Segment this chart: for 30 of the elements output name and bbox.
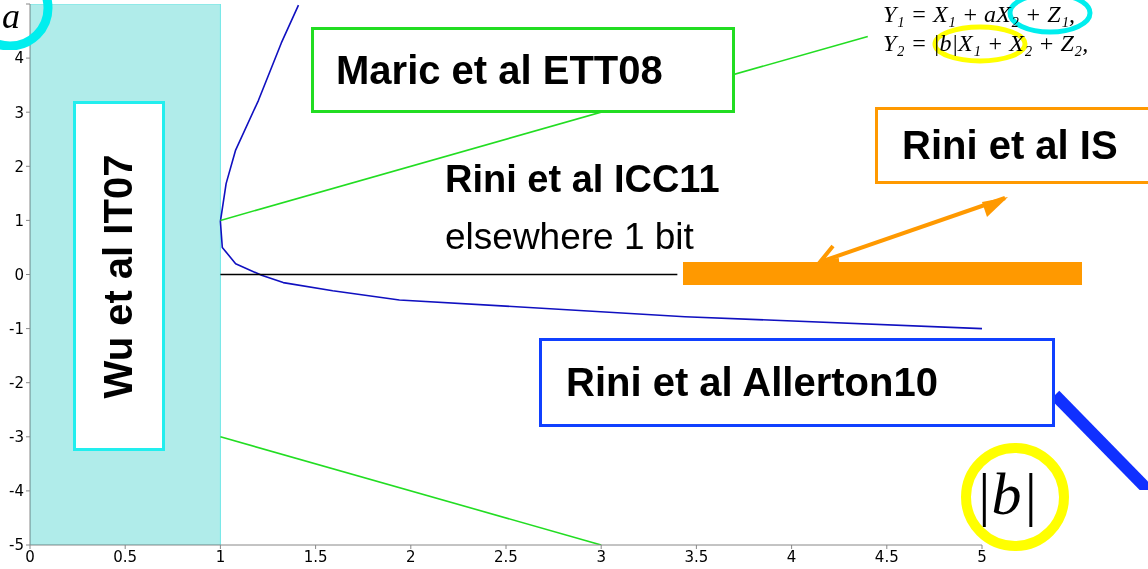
y-tick-label: -5 bbox=[9, 536, 24, 555]
label-box: Rini et al Allerton10 bbox=[539, 338, 1055, 427]
label-box: Wu et al IT07 bbox=[73, 101, 165, 451]
y-tick-label: 4 bbox=[14, 49, 24, 68]
y-tick-label: 3 bbox=[14, 103, 24, 122]
y-tick-label: -1 bbox=[9, 319, 24, 338]
y-tick-label: 2 bbox=[14, 157, 24, 176]
x-tick-label: 0.5 bbox=[113, 547, 138, 566]
x-tick-label: 3.5 bbox=[684, 547, 709, 566]
x-tick-label: 3 bbox=[596, 547, 606, 566]
x-tick-label: 4 bbox=[786, 547, 797, 566]
y-tick-label: 0 bbox=[14, 265, 24, 284]
annotation: Wu et al IT07 bbox=[96, 154, 142, 398]
y-tick-label: -3 bbox=[9, 428, 24, 447]
text: a bbox=[2, 0, 20, 36]
x-tick-label: 1.5 bbox=[303, 547, 328, 566]
annotation: |b| bbox=[975, 460, 1038, 529]
x-tick-label: 5 bbox=[977, 547, 987, 566]
x-tick-label: 1 bbox=[215, 547, 226, 566]
y-tick-label: 1 bbox=[14, 211, 24, 230]
line-series bbox=[219, 4, 982, 330]
label-box: Rini et al IS bbox=[875, 107, 1148, 184]
y-tick-label: -4 bbox=[9, 482, 24, 501]
x-tick-label: 4.5 bbox=[874, 547, 899, 566]
annotation: Rini et al ICC11 bbox=[445, 158, 720, 201]
annotation: elsewhere 1 bit bbox=[445, 216, 694, 258]
x-tick-label: 2.5 bbox=[494, 547, 518, 566]
label-box: Maric et al ETT08 bbox=[311, 27, 735, 113]
x-tick-label: 2 bbox=[406, 547, 416, 566]
y-tick-label: -2 bbox=[9, 374, 24, 393]
